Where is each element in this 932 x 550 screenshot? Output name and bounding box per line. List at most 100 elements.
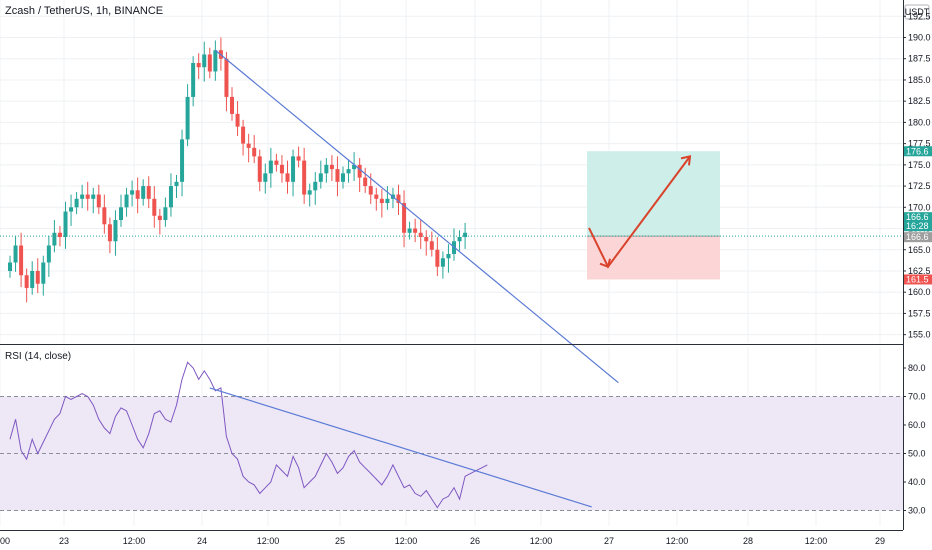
candle: [141, 186, 146, 199]
candle: [46, 245, 51, 263]
time-tick-label: 29: [875, 536, 885, 546]
candle: [152, 198, 157, 216]
time-tick-label: 26: [470, 536, 480, 546]
candle: [402, 203, 407, 233]
profit-zone: [587, 151, 720, 237]
candle: [102, 207, 107, 225]
price-tick-label: 180.0: [908, 117, 931, 127]
candle: [407, 228, 412, 233]
rsi-tick-label: 60.0: [908, 420, 926, 430]
candle: [174, 181, 179, 187]
price-tick-label: 155.0: [908, 330, 931, 340]
candle: [13, 245, 18, 263]
candle: [124, 194, 129, 208]
candle: [346, 169, 351, 174]
candle: [213, 50, 218, 72]
price-tick-label: 157.5: [908, 308, 931, 318]
candle: [424, 237, 429, 242]
candle: [418, 232, 423, 238]
rsi-tick-label: 50.0: [908, 449, 926, 459]
arrow-head-down: [599, 258, 611, 269]
rsi-pane: [0, 344, 932, 511]
candle: [168, 186, 173, 208]
trendlines[interactable]: [214, 49, 692, 384]
price-badge-label: 166.6: [906, 212, 929, 222]
rsi-tick-label: 40.0: [908, 477, 926, 487]
price-tick-label: 165.0: [908, 245, 931, 255]
candle: [379, 198, 384, 204]
loss-zone: [587, 236, 720, 280]
candle: [157, 215, 162, 221]
candle: [274, 160, 279, 165]
candle: [69, 207, 74, 212]
price-tick-label: 160.0: [908, 287, 931, 297]
price-badge-label: 166.6: [906, 232, 929, 242]
price-tick-label: 175.0: [908, 160, 931, 170]
rsi-tick-label: 70.0: [908, 392, 926, 402]
candle: [235, 113, 240, 127]
candle: [24, 275, 29, 288]
rsi-line: [9, 361, 488, 509]
candle: [8, 262, 12, 271]
candle: [363, 177, 368, 187]
price-badge-current: [904, 212, 932, 223]
price-tick-label: 162.5: [908, 266, 931, 276]
candle: [91, 194, 96, 199]
candle: [368, 186, 373, 195]
rsi-title: RSI (14, close): [5, 351, 72, 362]
long-position-tool[interactable]: [0, 151, 903, 280]
candle: [224, 58, 229, 97]
price-badge-label: 176.6: [906, 146, 929, 156]
time-tick-label: 12:00: [805, 536, 828, 546]
candle: [413, 228, 418, 233]
candle: [19, 245, 24, 276]
time-tick-label: 12:00: [666, 536, 689, 546]
candle: [246, 143, 251, 148]
candle: [463, 232, 468, 238]
candle: [296, 156, 301, 161]
candle: [429, 241, 434, 250]
candle: [180, 139, 185, 182]
price-tick-label: 170.0: [908, 202, 931, 212]
candle: [130, 190, 135, 195]
candle: [107, 224, 112, 242]
candle: [385, 198, 390, 204]
candle: [241, 126, 246, 144]
arrow-head-up: [680, 155, 692, 166]
candle: [63, 211, 68, 238]
candle: [30, 270, 35, 288]
time-tick-label: 12:00: [123, 536, 146, 546]
time-tick-label: 12:00: [257, 536, 280, 546]
candle: [185, 96, 190, 140]
candle: [374, 194, 379, 199]
candles: [8, 37, 468, 303]
candle: [35, 270, 40, 284]
candle: [74, 198, 79, 208]
candle: [313, 181, 318, 191]
price-badge-countdown: [904, 221, 932, 232]
time-tick-label: 00: [0, 536, 10, 546]
candle: [440, 258, 445, 267]
currency-label: USDT: [905, 7, 930, 17]
candle: [146, 186, 151, 199]
candle: [457, 237, 462, 242]
candle: [285, 173, 290, 182]
price-badge-label: 161.5: [906, 274, 929, 284]
price-tick-label: 172.5: [908, 181, 931, 191]
candle: [279, 164, 284, 174]
time-tick-label: 28: [743, 536, 753, 546]
candle: [230, 96, 234, 114]
candle: [257, 156, 262, 182]
candle: [191, 62, 196, 97]
time-tick-label: 12:00: [530, 536, 553, 546]
candle: [85, 194, 90, 199]
rsi-tick-label: 30.0: [908, 506, 926, 516]
price-tick-label: 187.5: [908, 54, 931, 64]
candle: [41, 262, 46, 284]
candle: [196, 62, 201, 68]
candle: [80, 194, 85, 199]
time-tick-label: 25: [335, 536, 345, 546]
price-tick-label: 192.5: [908, 11, 931, 21]
